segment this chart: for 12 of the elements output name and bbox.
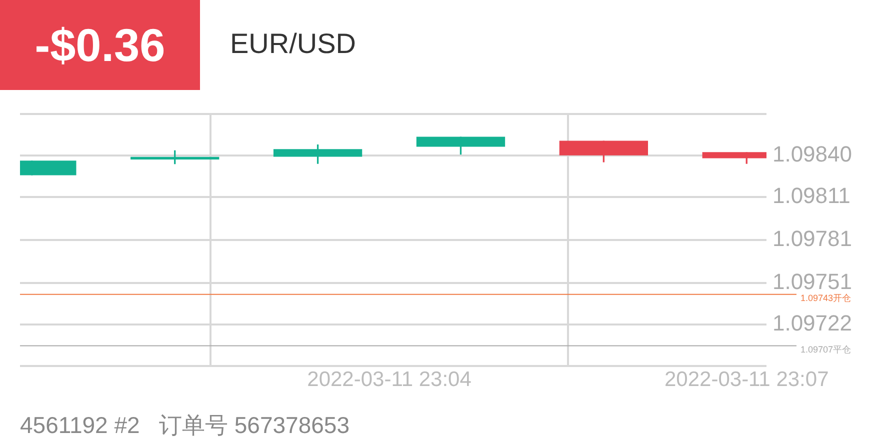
text: 4561192 #2 订单号 567378653 [20, 411, 350, 440]
y-tick-label: 1.09751 [772, 268, 852, 294]
ref-line-label: 1.09743开仓 [800, 292, 852, 303]
ref-line-label: 1.09707平仓 [800, 344, 852, 354]
y-tick-label: 1.09840 [772, 142, 852, 167]
chart-title: EUR/USD [230, 28, 356, 60]
y-tick-label: 1.09811 [772, 183, 850, 208]
y-tick-label: 1.09781 [772, 226, 852, 252]
y-tick-label: 1.09722 [772, 310, 852, 336]
x-tick-label: 2022-03-11 23:07 [664, 368, 829, 392]
chart-subtitle: -$0.36 [0, 0, 200, 90]
x-tick-label: 2022-03-11 23:04 [307, 368, 472, 392]
